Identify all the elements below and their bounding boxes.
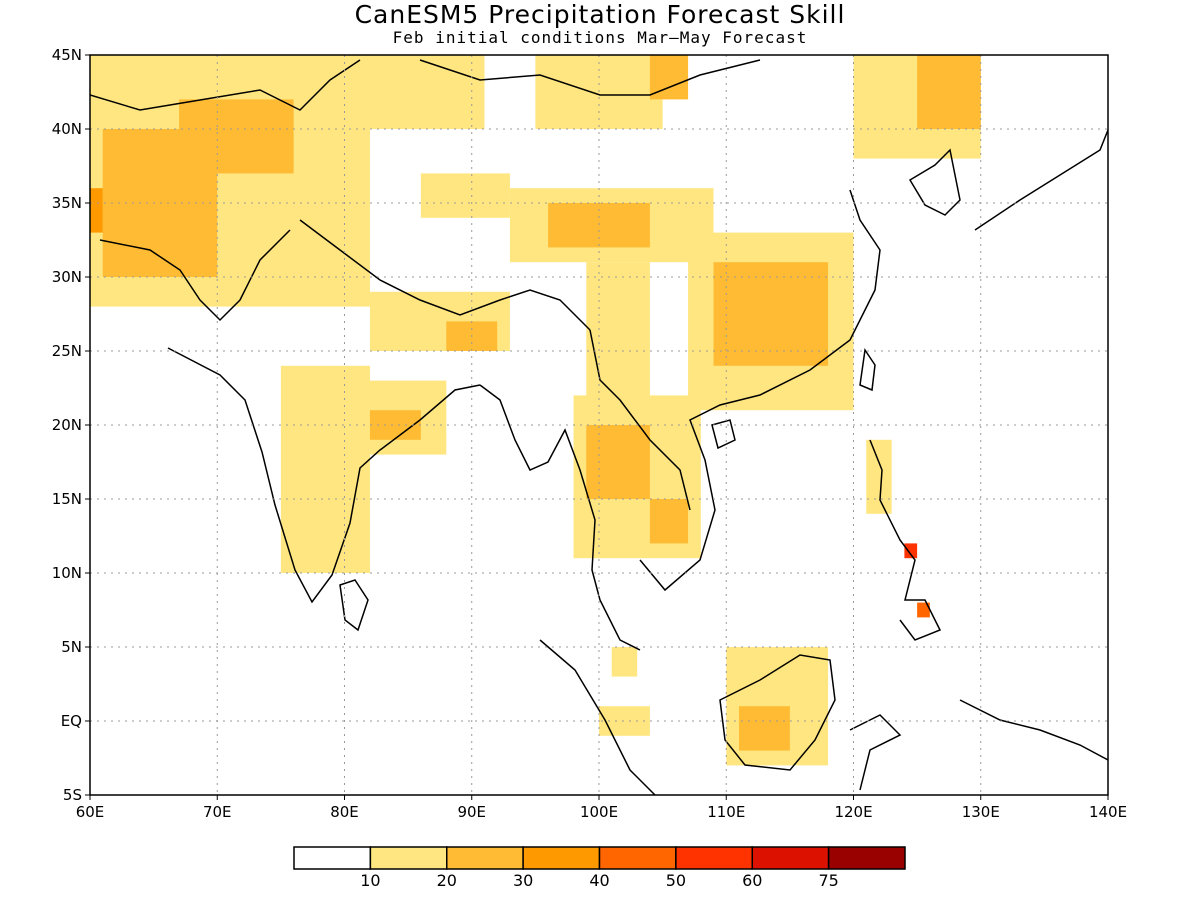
skill-region-29 — [904, 543, 918, 559]
lon-tick-label: 110E — [707, 803, 745, 821]
border-indochina — [589, 329, 691, 511]
skill-region-26 — [611, 647, 638, 677]
skill-region-27 — [866, 439, 892, 514]
lon-tick-label: 60E — [76, 803, 105, 821]
colorbar-label: 50 — [666, 871, 686, 890]
colorbar-swatch-3 — [522, 846, 601, 870]
skill-region-25 — [599, 706, 650, 736]
coastline-sumatra — [539, 639, 656, 795]
lat-tick-label: 5N — [61, 638, 82, 656]
coastline-taiwan — [859, 347, 876, 392]
colorbar-swatch-2 — [446, 846, 524, 870]
colorbar-label: 40 — [589, 871, 609, 890]
colorbar-label: 75 — [818, 871, 838, 890]
colorbar-label: 10 — [360, 871, 380, 890]
lat-tick-label: EQ — [61, 712, 82, 730]
lat-tick-label: 20N — [52, 416, 82, 434]
lon-tick-label: 90E — [457, 803, 486, 821]
lat-tick-label: 10N — [52, 564, 82, 582]
lon-tick-label: 80E — [330, 803, 359, 821]
map-subtitle: Feb initial conditions Mar—May Forecast — [392, 28, 808, 47]
coastline-korea — [908, 148, 961, 216]
colorbar-label: 20 — [437, 871, 457, 890]
lat-tick-label: 30N — [52, 268, 82, 286]
lat-tick-label: 5S — [63, 786, 82, 804]
border-central-asia — [90, 59, 361, 111]
border-mongolia — [419, 59, 761, 96]
map-title: CanESM5 Precipitation Forecast Skill — [354, 0, 846, 29]
axis-ticks: 60E 70E 80E 90E 100E 110E 120E 130E 140E 45N 40N 35… — [52, 46, 1127, 821]
lat-lon-grid — [90, 55, 1108, 795]
border-tibet-himalaya — [299, 219, 591, 331]
colorbar-label: 60 — [742, 871, 762, 890]
coastline-japan — [974, 129, 1108, 231]
coastline-sri-lanka — [339, 579, 369, 632]
lat-tick-label: 25N — [52, 342, 82, 360]
lon-tick-label: 70E — [203, 803, 232, 821]
skill-region-10 — [586, 262, 650, 411]
skill-region-24 — [738, 706, 790, 751]
skill-region-2 — [179, 99, 294, 174]
colorbar-swatch-4 — [598, 846, 677, 870]
coastline-borneo — [719, 654, 836, 771]
lat-tick-label: 35N — [52, 194, 82, 212]
lat-tick-label: 15N — [52, 490, 82, 508]
coastline-sulawesi — [849, 714, 902, 791]
border-afghanistan-pakistan — [99, 229, 291, 322]
colorbar-label: 30 — [513, 871, 533, 890]
lon-tick-label: 140E — [1089, 803, 1127, 821]
lat-tick-label: 45N — [52, 46, 82, 64]
skill-region-3 — [90, 188, 103, 233]
lat-tick-label: 40N — [52, 120, 82, 138]
coastline-new-guinea — [959, 699, 1108, 761]
skill-region-14 — [917, 55, 981, 129]
skill-region-12 — [713, 262, 829, 366]
colorbar-swatch-7 — [827, 846, 906, 870]
colorbar-swatch-0 — [293, 846, 372, 870]
skill-region-28 — [917, 602, 930, 618]
colorbar-swatch-1 — [369, 846, 448, 870]
coastline-philippines — [869, 439, 942, 641]
skill-region-7 — [420, 173, 510, 218]
coastline-bay-of-bengal-east — [479, 384, 641, 651]
lon-tick-label: 130E — [962, 803, 1000, 821]
coastline-south-china — [639, 189, 881, 592]
skill-region-21 — [586, 425, 650, 499]
colorbar: 10 20 30 40 50 60 75 — [293, 846, 906, 890]
lon-tick-label: 100E — [580, 803, 618, 821]
colorbar-swatch-6 — [751, 846, 830, 870]
coastline-hainan — [711, 419, 736, 450]
skill-region-22 — [649, 499, 689, 544]
skill-region-4 — [369, 55, 485, 129]
skill-shading-layer — [90, 55, 981, 766]
colorbar-swatch-5 — [675, 846, 753, 870]
lon-tick-label: 120E — [834, 803, 872, 821]
